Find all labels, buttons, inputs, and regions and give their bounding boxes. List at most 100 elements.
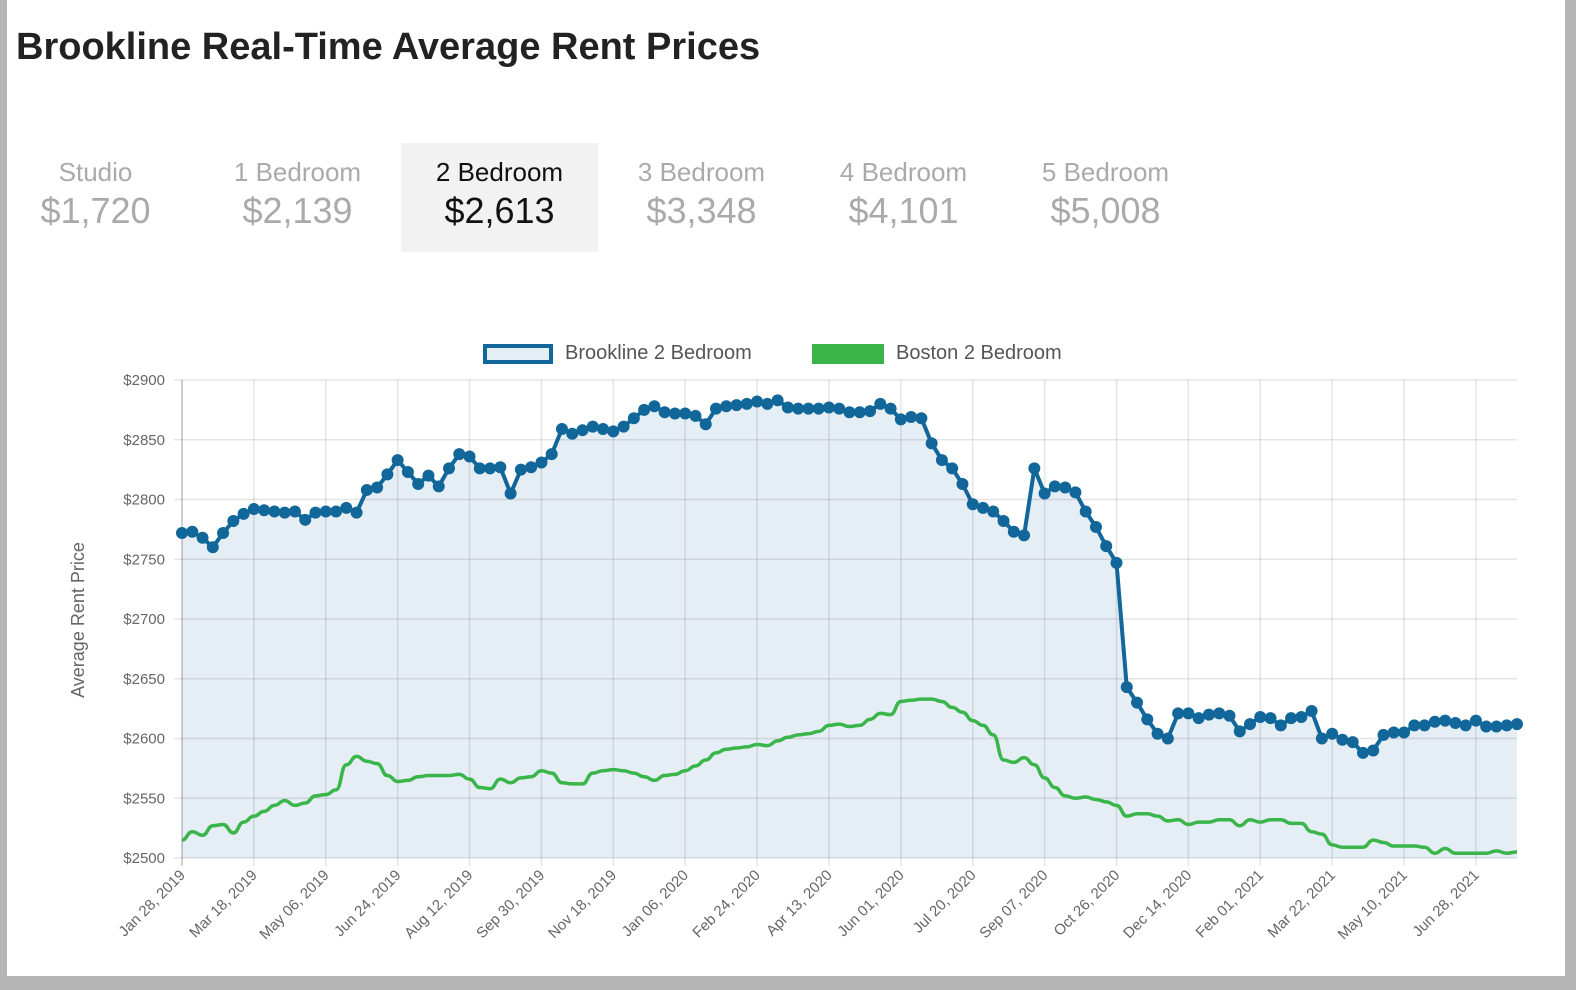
- brookline-data-point: [586, 420, 599, 433]
- x-tick-label: May 10, 2021: [1335, 867, 1411, 943]
- brookline-data-point: [1469, 714, 1482, 727]
- brookline-data-point: [1500, 719, 1513, 732]
- brookline-data-point: [1295, 710, 1308, 723]
- brookline-data-point: [1418, 719, 1431, 732]
- brookline-data-point: [977, 501, 989, 514]
- brookline-data-point: [905, 411, 918, 424]
- brookline-data-point: [1028, 462, 1041, 475]
- brookline-data-point: [1264, 712, 1277, 725]
- brookline-data-point: [751, 395, 764, 408]
- brookline-data-point: [381, 468, 394, 481]
- brookline-data-point: [1480, 720, 1493, 733]
- tab-label: 1 Bedroom: [233, 157, 362, 187]
- x-tick-label: Mar 18, 2019: [186, 867, 261, 942]
- brookline-data-point: [699, 418, 712, 431]
- brookline-data-point: [627, 412, 640, 425]
- brookline-data-point: [453, 448, 466, 461]
- brookline-data-point: [237, 507, 250, 520]
- brookline-data-point: [597, 422, 610, 435]
- brookline-data-point: [648, 400, 661, 413]
- brookline-data-point: [545, 448, 558, 461]
- brookline-data-point: [1172, 707, 1185, 720]
- y-tick-label: $2900: [123, 372, 165, 389]
- brookline-data-point: [217, 526, 230, 539]
- brookline-data-point: [504, 487, 517, 500]
- brookline-data-point: [761, 397, 774, 410]
- brookline-data-point: [956, 477, 969, 490]
- x-tick-label: Feb 24, 2020: [689, 867, 764, 942]
- x-tick-label: Jan 28, 2019: [115, 867, 188, 940]
- brookline-data-point: [710, 402, 722, 415]
- legend-brookline[interactable]: Brookline 2 Bedroom: [483, 342, 752, 365]
- x-tick-label: Apr 13, 2020: [763, 867, 836, 940]
- brookline-data-point: [1079, 505, 1092, 518]
- brookline-data-point: [340, 501, 353, 514]
- brookline-data-point: [227, 515, 240, 528]
- brookline-data-point: [802, 402, 815, 415]
- brookline-data-point: [1254, 710, 1267, 723]
- brookline-data-point: [925, 437, 938, 450]
- brookline-data-point: [176, 526, 188, 539]
- brookline-data-point: [638, 403, 651, 416]
- legend-label: Boston 2 Bedroom: [896, 342, 1062, 364]
- brookline-area-fill: [182, 400, 1517, 858]
- brookline-data-point: [1048, 480, 1061, 493]
- brookline-data-point: [997, 515, 1010, 528]
- brookline-data-point: [1377, 728, 1390, 741]
- brookline-data-point: [812, 402, 825, 415]
- x-tick-label: Feb 01, 2021: [1193, 867, 1268, 942]
- brookline-data-point: [843, 406, 856, 419]
- x-tick-label: Jun 28, 2021: [1409, 867, 1482, 940]
- brookline-data-point: [1038, 487, 1051, 500]
- tab-price: $2,613: [444, 190, 555, 231]
- brookline-data-point: [1069, 486, 1082, 499]
- brookline-data-point: [319, 505, 332, 518]
- brookline-data-point: [1213, 707, 1226, 720]
- brookline-data-point: [864, 405, 877, 418]
- brookline-data-point: [514, 463, 527, 476]
- tab-label: 3 Bedroom: [637, 157, 766, 187]
- brookline-data-point: [1428, 715, 1441, 728]
- brookline-data-point: [658, 406, 671, 419]
- x-tick-label: Sep 30, 2019: [473, 867, 548, 942]
- brookline-data-point: [422, 469, 435, 482]
- brookline-data-point: [1398, 726, 1411, 739]
- brookline-data-point: [401, 466, 414, 479]
- tab-4-bedroom[interactable]: 4 Bedroom $4,101: [805, 143, 1002, 252]
- y-tick-label: $2600: [123, 731, 165, 748]
- brookline-data-point: [853, 406, 866, 419]
- brookline-data-point: [247, 503, 260, 516]
- y-tick-label: $2500: [123, 850, 165, 867]
- brookline-data-point: [525, 461, 538, 474]
- brookline-data-point: [258, 504, 271, 517]
- brookline-data-point: [822, 401, 835, 414]
- brookline-data-point: [894, 413, 907, 426]
- brookline-data-point: [494, 461, 507, 474]
- tab-3-bedroom[interactable]: 3 Bedroom $3,348: [603, 143, 800, 252]
- brookline-data-point: [740, 397, 753, 410]
- tab-1-bedroom[interactable]: 1 Bedroom $2,139: [199, 143, 396, 252]
- y-tick-label: $2700: [123, 611, 165, 628]
- brookline-data-point: [391, 454, 404, 467]
- tab-label: 4 Bedroom: [839, 157, 968, 187]
- brookline-data-point: [771, 394, 784, 407]
- tab-2-bedroom[interactable]: 2 Bedroom $2,613: [401, 143, 598, 252]
- y-tick-label: $2850: [123, 432, 165, 449]
- legend-boston[interactable]: Boston 2 Bedroom: [812, 342, 1062, 365]
- brookline-data-point: [1274, 719, 1287, 732]
- tab-5-bedroom[interactable]: 5 Bedroom $5,008: [1007, 143, 1204, 252]
- brookline-data-point: [278, 506, 291, 519]
- tab-label: Studio: [58, 157, 133, 187]
- legend-swatch-boston: [812, 343, 884, 364]
- brookline-data-point: [432, 480, 445, 493]
- brookline-data-point: [268, 505, 281, 518]
- brookline-data-point: [730, 399, 743, 412]
- brookline-data-point: [935, 454, 948, 467]
- tab-price: $3,348: [646, 190, 757, 231]
- brookline-data-point: [196, 531, 209, 544]
- brookline-data-point: [1007, 525, 1020, 538]
- tab-studio[interactable]: Studio $1,720: [0, 143, 194, 252]
- brookline-data-point: [1089, 520, 1102, 533]
- tab-label: 2 Bedroom: [435, 157, 564, 187]
